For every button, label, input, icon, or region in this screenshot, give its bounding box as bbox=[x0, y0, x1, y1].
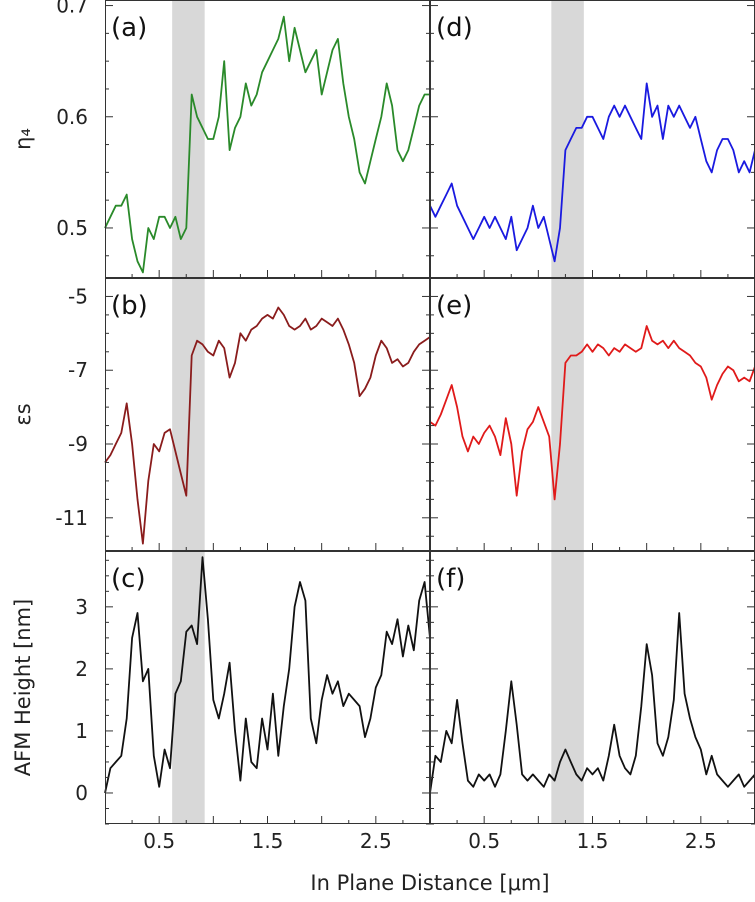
panel-label-c: (c) bbox=[111, 564, 146, 594]
panel-label-d: (d) bbox=[436, 13, 473, 43]
shade-band-6 bbox=[551, 551, 584, 824]
series-line-e bbox=[429, 325, 755, 501]
shaded-regions bbox=[172, 0, 584, 824]
panel-frame-d bbox=[430, 0, 755, 278]
y-tick-label: 3 bbox=[75, 595, 88, 619]
panel-labels: (a) (b) (c) (d) (e) (f) bbox=[111, 13, 473, 594]
y-axis-title-1: η₄ bbox=[11, 128, 35, 150]
shade-band-2 bbox=[172, 278, 205, 551]
y-tick-label: -9 bbox=[68, 432, 88, 456]
series-line-b bbox=[104, 306, 431, 545]
shade-band-4 bbox=[551, 0, 584, 278]
x-tick-label: 1.5 bbox=[577, 829, 609, 853]
panel-frame-e bbox=[430, 278, 755, 551]
y-tick-label: 0.6 bbox=[56, 105, 88, 129]
series-line-a bbox=[104, 15, 430, 274]
y-tick-label: 0 bbox=[75, 781, 88, 805]
series-line-c bbox=[104, 556, 431, 794]
y-tick-label: 1 bbox=[75, 719, 88, 743]
x-tick-label: 0.5 bbox=[143, 829, 175, 853]
x-tick-label: 0.5 bbox=[468, 829, 500, 853]
y-tick-label: 0.7 bbox=[56, 0, 88, 18]
axis-ticks bbox=[105, 5, 755, 825]
panel-label-f: (f) bbox=[436, 564, 465, 594]
y-axis-title-2: εs bbox=[11, 403, 35, 425]
x-tick-label: 2.5 bbox=[685, 829, 717, 853]
panel-label-b: (b) bbox=[111, 291, 148, 321]
series-line-f bbox=[429, 612, 755, 794]
x-tick-label: 1.5 bbox=[252, 829, 284, 853]
series-line-d bbox=[429, 82, 755, 263]
y-tick-label: -7 bbox=[68, 358, 88, 382]
panel-frame-b bbox=[105, 278, 430, 551]
panel-label-a: (a) bbox=[111, 13, 147, 43]
panel-frame-c bbox=[105, 551, 430, 824]
y-tick-label: 2 bbox=[75, 657, 88, 681]
panel-frame-f bbox=[430, 551, 755, 824]
panel-label-e: (e) bbox=[436, 291, 472, 321]
y-tick-label: -11 bbox=[55, 506, 88, 530]
shade-band-1 bbox=[172, 0, 205, 278]
data-curves bbox=[104, 15, 755, 794]
x-axis-title: In Plane Distance [μm] bbox=[310, 871, 549, 895]
x-tick-label: 2.5 bbox=[360, 829, 392, 853]
y-axis-title-3: AFM Height [nm] bbox=[11, 599, 35, 777]
axis-text: 0.5 0.6 0.7 -11 -9 -7 -5 0 1 2 3 0.5 1.5 2.5 0.5 1.5 2.5… bbox=[11, 0, 717, 853]
y-tick-label: -5 bbox=[68, 284, 88, 308]
y-tick-label: 0.5 bbox=[56, 216, 88, 240]
shade-band-5 bbox=[551, 278, 584, 551]
